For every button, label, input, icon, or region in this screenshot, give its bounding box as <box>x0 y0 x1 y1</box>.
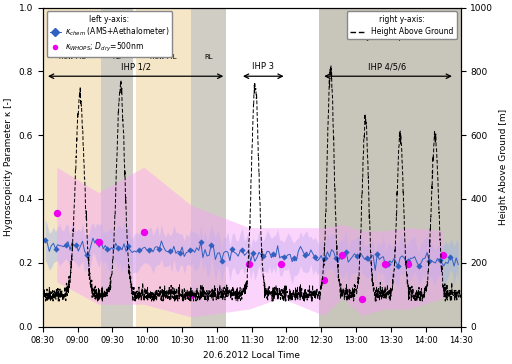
Point <box>249 250 257 256</box>
Y-axis label: Hygroscopicity Parameter κ [-]: Hygroscopicity Parameter κ [-] <box>4 98 13 236</box>
Point <box>238 247 246 253</box>
Point <box>358 297 366 302</box>
Text: IHP 3: IHP 3 <box>252 63 274 71</box>
Point <box>322 255 330 261</box>
Point <box>41 237 49 243</box>
Point <box>62 242 70 248</box>
Point <box>124 243 132 249</box>
Y-axis label: Height Above Ground [m]: Height Above Ground [m] <box>499 109 508 225</box>
Point <box>342 249 350 254</box>
Point <box>176 250 184 256</box>
Point <box>373 252 381 257</box>
Text: RL: RL <box>204 54 213 60</box>
Point <box>72 242 80 248</box>
Text: IHP 4/5/6: IHP 4/5/6 <box>368 63 407 71</box>
Bar <box>136 8 191 327</box>
Point <box>404 258 413 264</box>
Point <box>93 238 101 244</box>
Point <box>404 261 413 267</box>
Point <box>187 292 196 298</box>
Point <box>53 210 61 216</box>
Point <box>415 263 423 269</box>
Point <box>311 254 319 260</box>
Point <box>218 258 226 264</box>
Point <box>290 255 298 261</box>
Point <box>301 252 309 258</box>
Text: new ML: new ML <box>58 54 85 60</box>
Bar <box>43 8 101 327</box>
Point <box>51 246 59 252</box>
Point <box>114 245 122 250</box>
Point <box>259 253 267 259</box>
Point <box>436 257 444 263</box>
Point <box>446 254 454 260</box>
Point <box>135 247 143 253</box>
Point <box>425 258 433 264</box>
Text: fully developed ML: fully developed ML <box>354 32 426 41</box>
Point <box>140 230 148 236</box>
Point <box>186 247 195 253</box>
Point <box>363 256 371 261</box>
Point <box>319 277 328 283</box>
Point <box>155 246 163 252</box>
Point <box>352 253 360 259</box>
Point <box>165 249 174 254</box>
Bar <box>319 8 461 327</box>
X-axis label: 20.6.2012 Local Time: 20.6.2012 Local Time <box>203 351 300 360</box>
Point <box>276 261 285 267</box>
Bar <box>191 8 226 327</box>
Point <box>439 252 447 258</box>
Point <box>245 261 253 267</box>
Point <box>145 247 153 253</box>
Point <box>332 256 340 261</box>
Legend: Height Above Ground: Height Above Ground <box>347 12 457 39</box>
Point <box>381 261 389 267</box>
Point <box>207 242 216 248</box>
Point <box>338 252 346 258</box>
Text: IHP 1/2: IHP 1/2 <box>121 63 151 71</box>
Point <box>82 252 91 257</box>
Point <box>103 246 112 252</box>
Point <box>269 251 278 257</box>
Text: new ML: new ML <box>150 54 177 60</box>
Point <box>383 261 392 267</box>
Point <box>228 246 236 252</box>
Text: RL: RL <box>113 54 121 60</box>
Point <box>394 264 402 269</box>
Point <box>94 239 102 245</box>
Point <box>280 254 288 260</box>
Bar <box>101 8 133 327</box>
Point <box>197 240 205 245</box>
